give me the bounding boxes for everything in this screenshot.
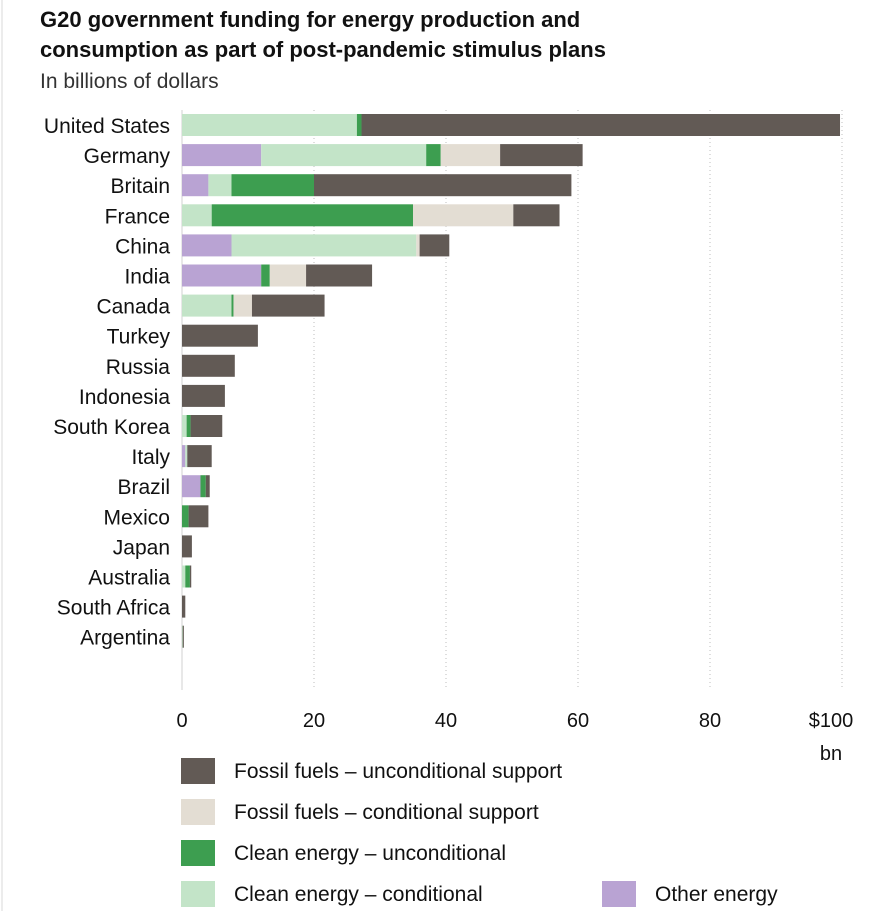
category-label: Mexico: [103, 506, 170, 529]
bar-segment: [189, 565, 192, 588]
category-label: Brazil: [117, 476, 170, 499]
bar-segment: [261, 264, 270, 287]
chart-title-line-1: G20 government funding for energy produc…: [40, 7, 580, 32]
bar-segment: [208, 174, 232, 197]
bar-segment: [500, 144, 583, 167]
legend-swatch: [181, 758, 215, 784]
bar-segment: [182, 324, 258, 347]
bar-segment: [182, 204, 212, 227]
chart-subtitle: In billions of dollars: [40, 70, 219, 93]
grid-lines: [181, 110, 843, 690]
bar-segment: [205, 475, 210, 498]
bar-segment: [182, 505, 189, 528]
bar-segment: [182, 354, 235, 377]
bar-segment: [251, 294, 325, 317]
legend-label: Fossil fuels – unconditional support: [234, 760, 562, 783]
category-labels: United States Germany Britain France China In…: [44, 115, 171, 650]
bar-segment: [182, 445, 186, 468]
bar-segment: [182, 535, 192, 558]
category-label: Germany: [84, 145, 171, 168]
legend-swatch: [602, 881, 636, 907]
category-label: China: [115, 235, 170, 258]
bar-segment: [182, 565, 186, 588]
bar-segment: [182, 595, 186, 618]
bar-segment: [187, 445, 212, 468]
bar-segment: [440, 144, 501, 167]
bar-segment: [269, 264, 307, 287]
category-label: South Korea: [53, 416, 170, 439]
bar-segment: [182, 234, 232, 257]
x-tick-label: 0: [176, 710, 187, 732]
bar-segment: [182, 264, 262, 287]
bar-segment: [185, 565, 190, 588]
bars: [182, 114, 841, 648]
bar-segment: [182, 144, 262, 167]
x-tick-label: 40: [435, 710, 457, 732]
category-label: France: [105, 205, 170, 228]
legend-label: Fossil fuels – conditional support: [234, 801, 539, 824]
legend-label: Clean energy – unconditional: [234, 842, 506, 865]
x-tick-label: 60: [567, 710, 589, 732]
bar-segment: [182, 384, 225, 407]
chart-title-line-2: consumption as part of post-pandemic sti…: [40, 37, 606, 62]
bar-segment: [306, 264, 373, 287]
bar-segment: [513, 204, 560, 227]
legend: Fossil fuels – unconditional support Foss…: [181, 758, 778, 907]
x-axis-unit-label: bn: [820, 743, 842, 765]
category-label: Russia: [106, 356, 171, 379]
bar-segment: [182, 415, 187, 437]
bar-segment: [190, 415, 223, 437]
bar-segment: [231, 294, 234, 317]
category-label: Japan: [113, 536, 170, 559]
bar-segment: [413, 204, 514, 227]
category-label: Britain: [110, 175, 170, 198]
legend-swatch: [181, 881, 215, 907]
bar-segment: [185, 445, 188, 468]
bar-segment: [426, 144, 441, 167]
x-tick-label: 20: [303, 710, 325, 732]
x-tick-label: $100: [809, 710, 854, 732]
bar-segment: [231, 174, 314, 197]
bar-segment: [182, 294, 232, 317]
category-label: United States: [44, 115, 170, 138]
category-label: Canada: [96, 296, 170, 319]
bar-segment: [314, 174, 572, 197]
legend-swatch: [181, 840, 215, 866]
bar-segment: [182, 625, 184, 648]
category-label: Argentina: [80, 627, 170, 650]
bar-segment: [356, 114, 362, 136]
category-label: South Africa: [57, 597, 171, 620]
category-label: Italy: [131, 446, 170, 469]
legend-label: Clean energy – conditional: [234, 883, 483, 906]
bar-segment: [182, 114, 357, 136]
bar-segment: [182, 625, 184, 648]
bar-segment: [231, 234, 417, 257]
bar-segment: [233, 294, 252, 317]
bar-segment: [188, 505, 209, 528]
x-tick-label: 80: [699, 710, 721, 732]
bar-segment: [200, 475, 206, 498]
category-label: India: [124, 266, 170, 289]
bar-segment: [416, 234, 420, 257]
category-label: Indonesia: [79, 386, 170, 409]
bar-segment: [186, 415, 191, 437]
legend-swatch: [181, 799, 215, 825]
bar-segment: [182, 174, 209, 197]
bar-segment: [211, 204, 413, 227]
category-label: Turkey: [107, 326, 171, 349]
bar-segment: [261, 144, 427, 167]
category-label: Australia: [88, 567, 170, 590]
bar-segment: [361, 114, 841, 136]
legend-label: Other energy: [655, 883, 778, 906]
bar-segment: [182, 475, 201, 498]
bar-segment: [419, 234, 450, 257]
x-axis-ticks: 0 20 40 60 80 $100: [176, 710, 853, 732]
